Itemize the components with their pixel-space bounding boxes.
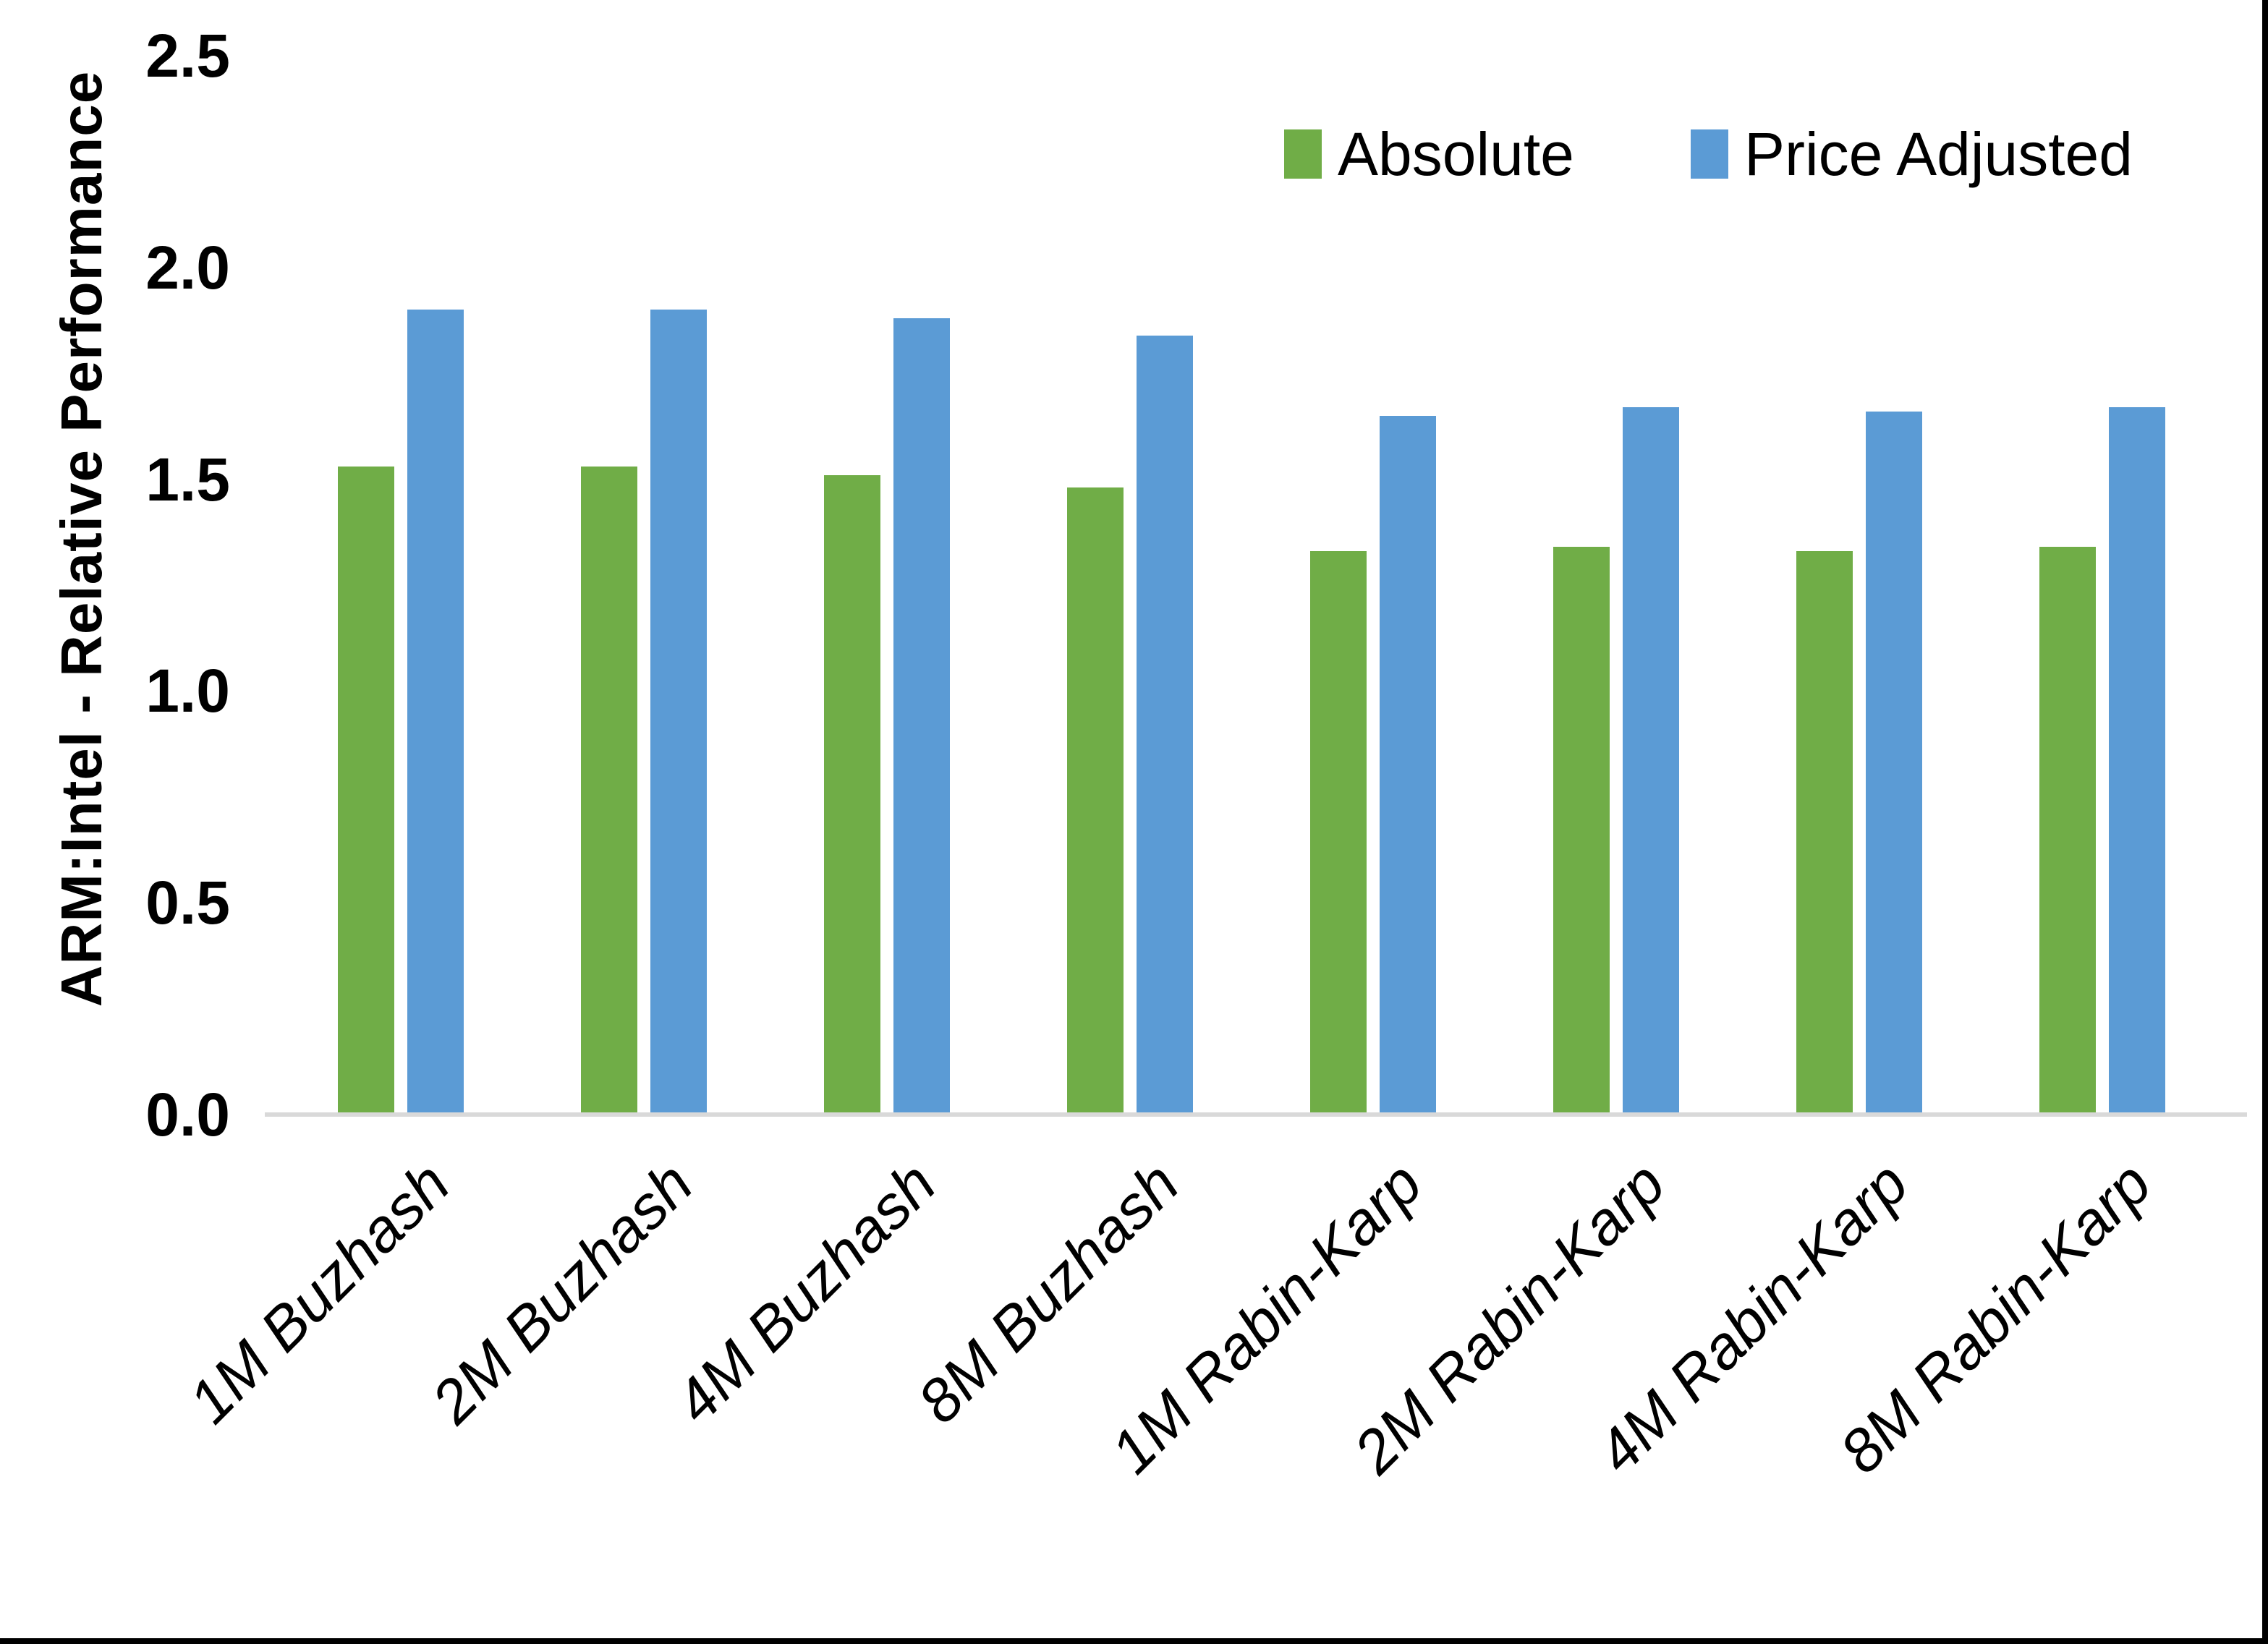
bar-price-adjusted: [1137, 335, 1193, 1115]
screenshot-right-border: [2262, 0, 2268, 1644]
y-tick-label: 2.5: [145, 22, 230, 90]
bar-price-adjusted: [1380, 415, 1436, 1115]
y-axis-tick-labels: 2.5 2.0 1.5 1.0 0.5 0.0: [0, 0, 230, 1644]
legend-swatch-price-adjusted: [1691, 129, 1728, 179]
bar-group: [279, 56, 522, 1115]
bar-absolute: [581, 467, 637, 1115]
bar-price-adjusted: [1866, 411, 1922, 1115]
category-label: 1M Buzhash: [175, 1149, 463, 1436]
bar-group: [1495, 56, 1738, 1115]
bar-price-adjusted: [893, 318, 950, 1115]
plot-area: [279, 56, 2224, 1115]
y-tick-label: 1.0: [145, 657, 230, 725]
legend-label-price-adjusted: Price Adjusted: [1744, 119, 2133, 188]
bar-absolute: [2039, 547, 2096, 1115]
screenshot-bottom-border: [0, 1638, 2268, 1644]
y-tick-label: 0.0: [145, 1081, 230, 1149]
bar-absolute: [338, 467, 394, 1115]
bar-price-adjusted: [2109, 407, 2165, 1115]
bar-group: [1252, 56, 1495, 1115]
bar-price-adjusted: [407, 310, 464, 1115]
bar-group: [765, 56, 1008, 1115]
y-tick-label: 0.5: [145, 869, 230, 937]
legend-swatch-absolute: [1284, 129, 1322, 179]
x-axis-baseline: [265, 1112, 2247, 1117]
bar-absolute: [1310, 551, 1367, 1115]
bar-absolute: [824, 474, 880, 1115]
y-tick-label: 1.5: [145, 445, 230, 514]
bar-absolute: [1553, 547, 1610, 1115]
bar-price-adjusted: [1623, 407, 1679, 1115]
bar-group: [522, 56, 765, 1115]
bar-absolute: [1796, 551, 1853, 1115]
legend-item-price-adjusted: Price Adjusted: [1691, 116, 2133, 192]
legend-item-absolute: Absolute: [1284, 116, 1574, 192]
legend-label-absolute: Absolute: [1338, 119, 1574, 188]
bar-absolute: [1067, 487, 1124, 1115]
y-tick-label: 2.0: [145, 233, 230, 302]
category-label: 2M Buzhash: [418, 1149, 706, 1436]
bar-group: [1008, 56, 1252, 1115]
bar-price-adjusted: [650, 310, 707, 1115]
category-label: 4M Buzhash: [661, 1149, 949, 1436]
bar-group: [1981, 56, 2224, 1115]
bar-group: [1738, 56, 1981, 1115]
